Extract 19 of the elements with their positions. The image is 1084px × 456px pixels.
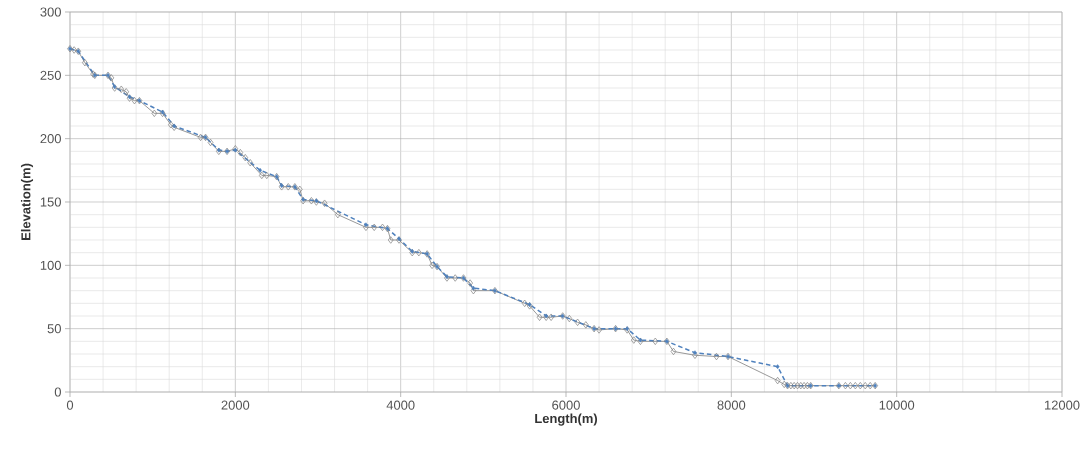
y-tick-label: 250 — [40, 70, 61, 80]
y-axis-title: Elevation(m) — [20, 163, 34, 240]
x-tick-label: 0 — [66, 400, 74, 410]
x-axis-title: Length(m) — [535, 413, 598, 426]
x-tick-label: 12000 — [1044, 400, 1080, 410]
x-tick-label: 4000 — [386, 400, 415, 410]
point — [775, 364, 780, 370]
x-tick-label: 10000 — [879, 400, 915, 410]
y-tick-label: 100 — [40, 260, 61, 270]
y-tick-label: 300 — [40, 7, 61, 17]
x-tick-label: 2000 — [221, 400, 250, 410]
y-tick-label: 150 — [40, 197, 61, 207]
x-tick-label: 6000 — [552, 400, 580, 410]
y-tick-label: 50 — [47, 324, 61, 334]
x-tick-label: 8000 — [717, 400, 746, 410]
y-tick-label: 200 — [40, 134, 61, 144]
y-tick-label: 0 — [54, 387, 61, 397]
point — [258, 167, 262, 173]
point — [471, 285, 476, 291]
